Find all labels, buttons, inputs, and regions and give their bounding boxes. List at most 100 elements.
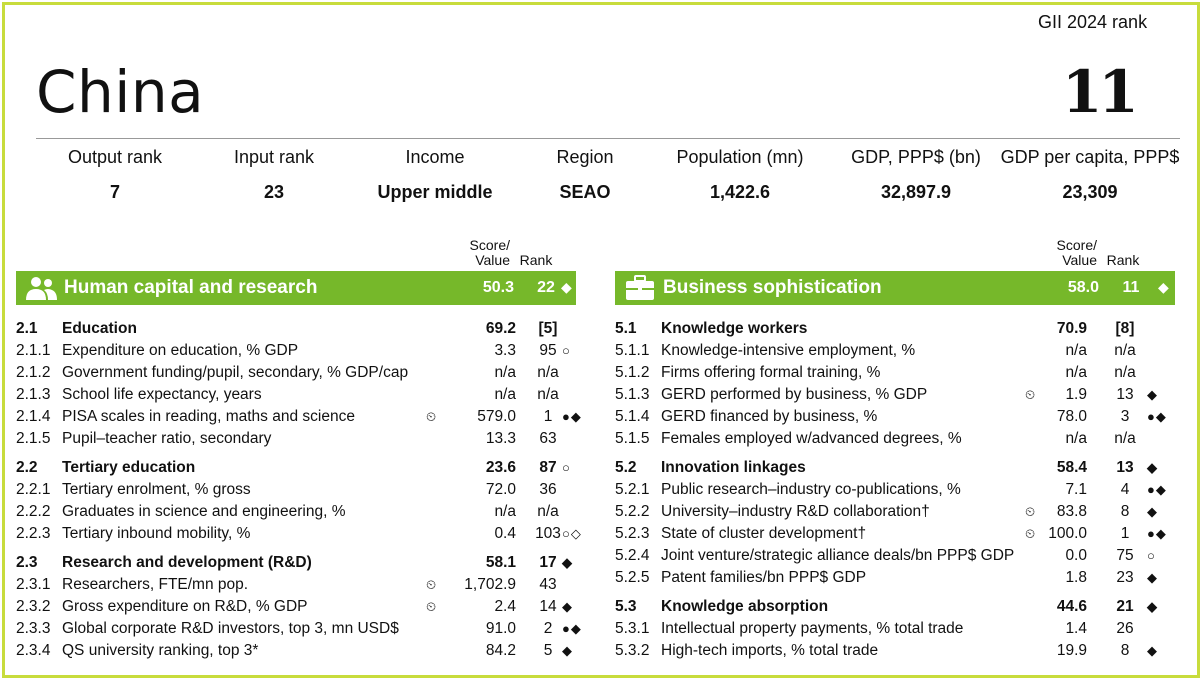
indicator-name: Research and development (R&D) (62, 554, 312, 571)
indicator-row: 2.1.4 PISA scales in reading, maths and s… (16, 406, 581, 428)
indicator-row: 2.1.1 Expenditure on education, % GDP 3.3 9… (16, 340, 576, 362)
indicator-row: 5.3.1 Intellectual property payments, % t… (615, 618, 1175, 640)
section-row: 2.1 Education 69.2 [5] (16, 318, 576, 340)
indicator-row: 5.2.5 Patent families/bn PPP$ GDP 1.8 23 ◆ (615, 567, 1175, 589)
stat-item: GDP per capita, PPP$ 23,309 (990, 147, 1190, 203)
indicator-name: Patent families/bn PPP$ GDP (661, 569, 867, 586)
strength-weakness-marker: ●◆ (1147, 526, 1167, 541)
indicator-rank: 95 (539, 342, 557, 359)
indicator-code: 2.2 (16, 459, 38, 476)
indicator-name: Tertiary enrolment, % gross (62, 481, 251, 498)
stat-label: GDP, PPP$ (bn) (851, 147, 981, 167)
indicator-name: Innovation linkages (661, 459, 806, 476)
indicator-score: 69.2 (485, 320, 516, 337)
score-value-header-left: Score/ Value (469, 237, 510, 268)
indicator-score: 91.0 (485, 620, 516, 637)
indicator-row: 2.2.3 Tertiary inbound mobility, % 0.4 103 ○… (16, 523, 581, 545)
indicator-score: n/a (1065, 342, 1087, 359)
indicator-rank: 2 (543, 620, 553, 637)
indicator-name: GERD performed by business, % GDP (661, 386, 928, 403)
stat-value: 7 (109, 182, 120, 202)
section-row: 5.1 Knowledge workers 70.9 [8] (615, 318, 1175, 340)
indicator-score: 83.8 (1056, 503, 1087, 520)
strength-weakness-marker: ◆ (562, 643, 573, 658)
indicator-rank: 14 (539, 598, 557, 615)
indicator-name: State of cluster development† (661, 525, 867, 542)
indicator-score: 0.0 (1065, 547, 1087, 564)
indicator-name: Intellectual property payments, % total … (661, 620, 964, 637)
indicator-code: 5.2.5 (615, 569, 650, 586)
indicator-row: 2.3.2 Gross expenditure on R&D, % GDP 2.4 1… (16, 596, 576, 618)
indicator-code: 2.3.2 (16, 598, 51, 615)
indicator-code: 5.1.5 (615, 430, 650, 447)
pillar-rank: 11 (1122, 279, 1140, 296)
indicator-score: 579.0 (477, 408, 516, 425)
indicator-name: Expenditure on education, % GDP (62, 342, 299, 359)
indicator-rank: 87 (539, 459, 557, 476)
indicator-score: 13.3 (485, 430, 516, 447)
indicator-name: University–industry R&D collaboration† (661, 503, 930, 520)
indicator-rank: 13 (1116, 459, 1134, 476)
people-icon (26, 277, 57, 300)
indicator-code: 5.1.2 (615, 364, 650, 381)
indicator-code: 5.2.2 (615, 503, 650, 520)
indicator-code: 5.2.4 (615, 547, 650, 564)
indicator-name: Gross expenditure on R&D, % GDP (62, 598, 308, 615)
indicator-code: 2.1 (16, 320, 38, 337)
indicator-name: School life expectancy, years (62, 386, 262, 403)
indicator-name: Knowledge-intensive employment, % (661, 342, 916, 359)
indicator-score: n/a (494, 503, 516, 520)
stat-label: Output rank (67, 147, 163, 167)
indicator-score: 19.9 (1056, 642, 1087, 659)
indicator-rank: [8] (1115, 320, 1135, 337)
stat-label: GDP per capita, PPP$ (1000, 147, 1180, 167)
outdated-data-clock-icon: ⏲ (426, 599, 437, 614)
outdated-data-clock-icon: ⏲ (426, 577, 437, 592)
indicator-score: n/a (494, 364, 516, 381)
indicator-code: 2.3.3 (16, 620, 51, 637)
indicator-name: Public research–industry co-publications… (661, 481, 961, 498)
briefcase-icon (626, 275, 654, 300)
strength-weakness-marker: ◆ (1147, 460, 1158, 475)
indicator-code: 5.3.1 (615, 620, 650, 637)
indicator-rank: 23 (1116, 569, 1134, 586)
pillar-score: 58.0 (1067, 279, 1099, 296)
pillar-title: Human capital and research (64, 277, 318, 298)
indicator-score: 70.9 (1056, 320, 1087, 337)
indicator-row: 5.2.4 Joint venture/strategic alliance de… (615, 545, 1175, 567)
outdated-data-clock-icon: ⏲ (1025, 504, 1036, 519)
indicator-code: 2.3 (16, 554, 38, 571)
strength-weakness-marker: ◆ (562, 599, 573, 614)
indicator-rank: n/a (537, 364, 559, 381)
indicator-name: Global corporate R&D investors, top 3, m… (62, 620, 399, 637)
indicator-name: Graduates in science and engineering, % (62, 503, 346, 520)
stat-label: Region (556, 147, 614, 167)
indicator-score: 78.0 (1056, 408, 1087, 425)
strength-weakness-marker: ●◆ (1147, 482, 1167, 497)
indicator-row: 5.2.1 Public research–industry co-publica… (615, 479, 1175, 501)
indicator-rank: 17 (539, 554, 557, 571)
indicator-score: 84.2 (485, 642, 516, 659)
strength-weakness-marker: ○◇ (562, 526, 582, 541)
indicator-code: 5.3 (615, 598, 637, 615)
section-row: 2.3 Research and development (R&D) 58.1 17 ◆ (16, 552, 576, 574)
indicator-row: 2.3.3 Global corporate R&D investors, top… (16, 618, 581, 640)
indicator-row: 5.1.3 GERD performed by business, % GDP 1.… (615, 384, 1175, 406)
strength-weakness-marker: ◆ (1147, 599, 1158, 614)
strength-weakness-marker: ●◆ (562, 409, 582, 424)
outdated-data-clock-icon: ⏲ (1025, 526, 1036, 541)
indicator-code: 5.3.2 (615, 642, 650, 659)
indicator-score: 100.0 (1048, 525, 1087, 542)
stat-item: Population (mn) 1,422.6 (640, 147, 840, 203)
indicator-score: 2.4 (494, 598, 516, 615)
indicator-code: 2.3.4 (16, 642, 51, 659)
stat-value: 32,897.9 (880, 182, 952, 202)
strength-weakness-marker: ○ (562, 343, 571, 358)
indicator-row: 2.2.2 Graduates in science and engineerin… (16, 501, 576, 523)
indicator-row: 5.2.3 State of cluster development† 100.0 1… (615, 523, 1175, 545)
indicator-rank: 26 (1116, 620, 1134, 637)
stat-item: Input rank 23 (174, 147, 374, 203)
indicator-rank: 8 (1120, 642, 1130, 659)
indicator-code: 2.1.5 (16, 430, 51, 447)
indicator-code: 5.1.3 (615, 386, 650, 403)
